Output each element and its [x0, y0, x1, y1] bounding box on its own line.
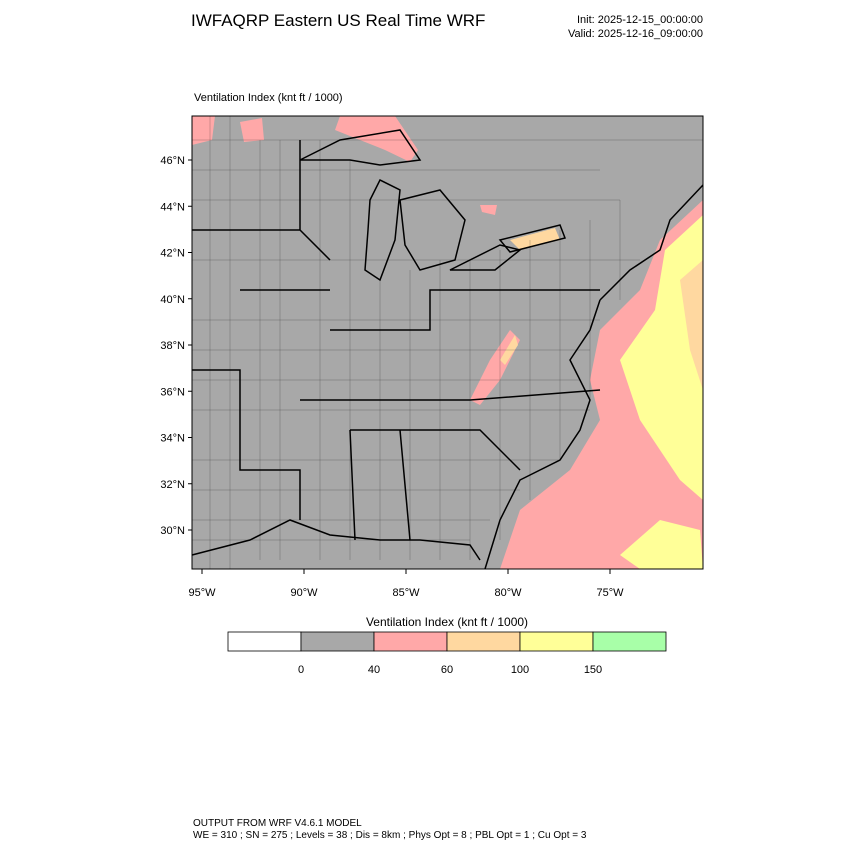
colorbar-label: 100 — [511, 664, 529, 676]
map-label: Ventilation Index (knt ft / 1000) — [194, 92, 343, 104]
map — [191, 115, 704, 570]
colorbar-box — [373, 631, 448, 652]
lat-label: 30°N — [160, 525, 185, 537]
colorbar-label: 0 — [298, 664, 304, 676]
lat-label: 38°N — [160, 340, 185, 352]
lon-axis: 95°W 90°W 85°W 80°W 75°W — [188, 569, 624, 599]
footer-line: OUTPUT FROM WRF V4.6.1 MODEL — [193, 818, 362, 829]
lat-axis: 46°N 44°N 42°N 40°N 38°N 36°N 34°N 32°N 30°N — [160, 155, 192, 537]
lat-label: 32°N — [160, 479, 185, 491]
lon-label: 90°W — [290, 587, 318, 599]
colorbar-box — [446, 631, 521, 652]
lat-label: 42°N — [160, 248, 185, 260]
lon-label: 80°W — [494, 587, 522, 599]
lon-label: 75°W — [596, 587, 624, 599]
colorbar-label: 150 — [584, 664, 602, 676]
lon-label: 85°W — [392, 587, 420, 599]
valid-time: Valid: 2025-12-16_09:00:00 — [568, 28, 703, 40]
colorbar-label: 60 — [441, 664, 453, 676]
lat-label: 44°N — [160, 201, 185, 213]
lat-label: 46°N — [160, 155, 185, 167]
colorbar-title: Ventilation Index (knt ft / 1000) — [366, 615, 528, 629]
colorbar-box — [227, 631, 302, 652]
title: IWFAQRP Eastern US Real Time WRF — [191, 11, 485, 30]
colorbar: 0 40 60 100 150 — [227, 631, 667, 676]
lon-label: 95°W — [188, 587, 216, 599]
init-time: Init: 2025-12-15_00:00:00 — [577, 14, 703, 26]
colorbar-box — [592, 631, 667, 652]
footer-line: WE = 310 ; SN = 275 ; Levels = 38 ; Dis … — [193, 830, 587, 841]
colorbar-label: 40 — [368, 664, 380, 676]
colorbar-box — [519, 631, 594, 652]
lat-label: 34°N — [160, 433, 185, 445]
lat-label: 40°N — [160, 294, 185, 306]
lat-label: 36°N — [160, 386, 185, 398]
colorbar-box — [300, 631, 375, 652]
